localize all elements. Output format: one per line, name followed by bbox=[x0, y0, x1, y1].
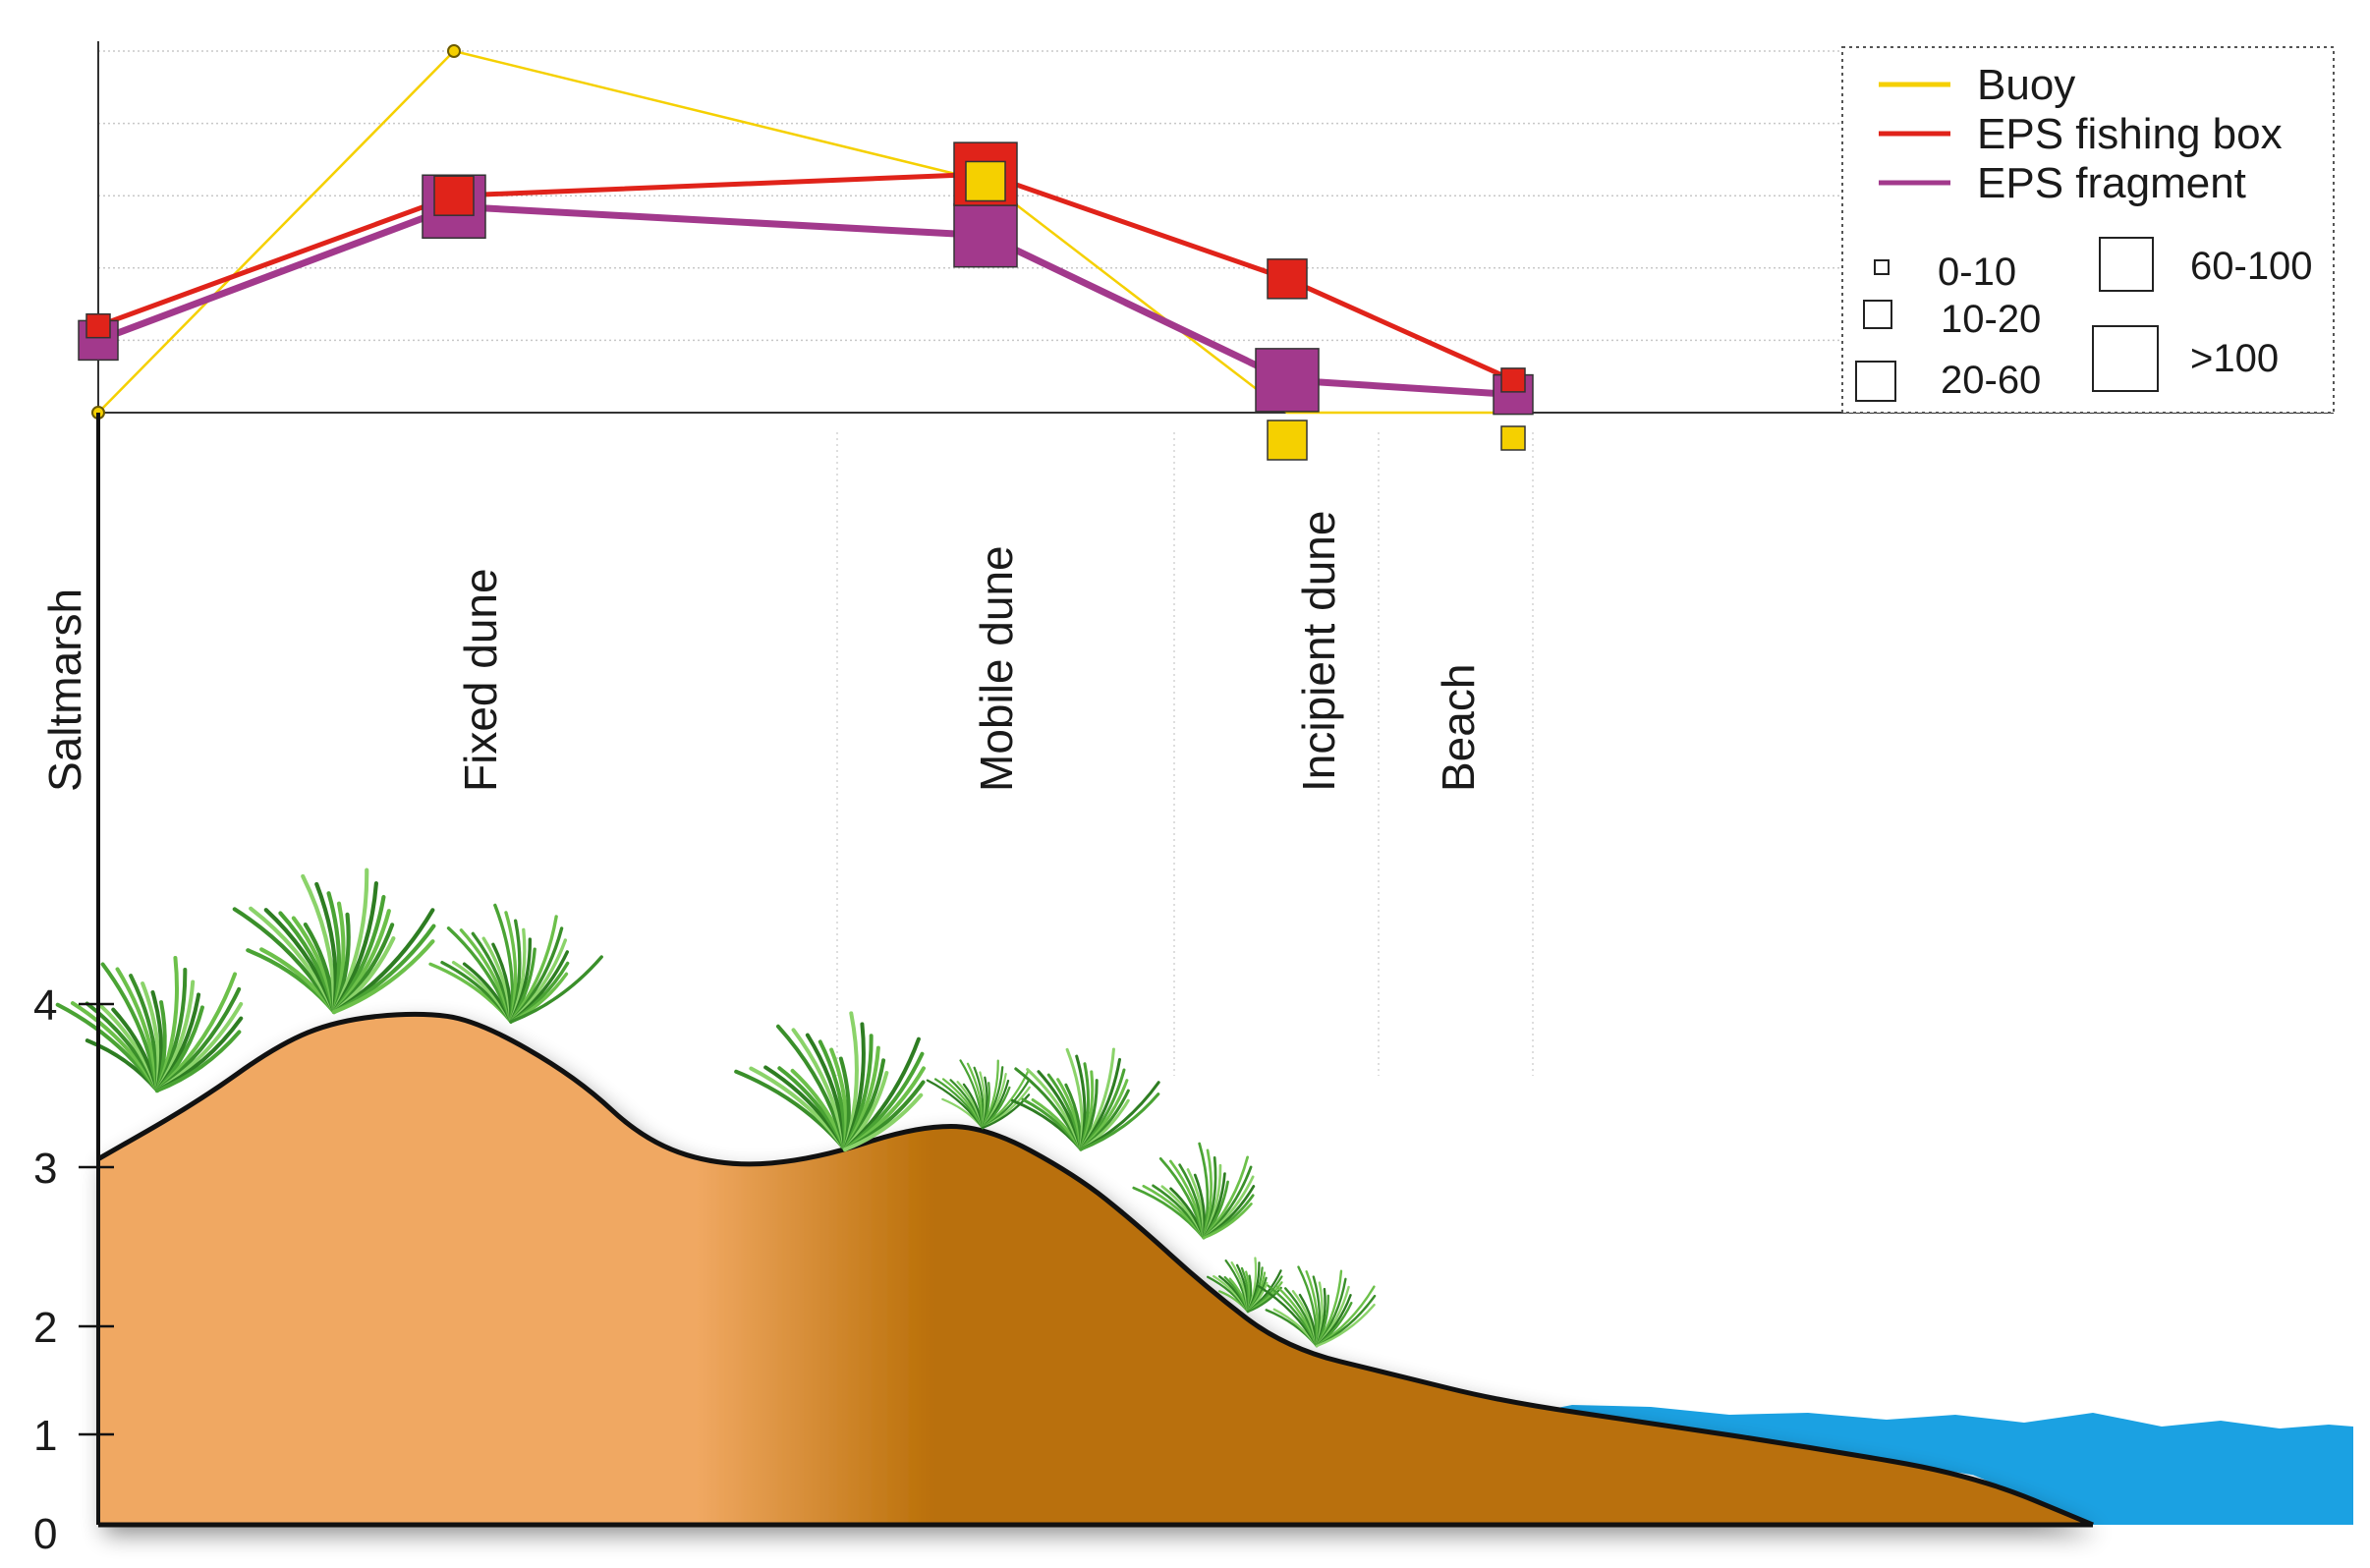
zone-label-mobile-dune: Mobile dune bbox=[971, 545, 1022, 792]
series-markers bbox=[78, 44, 1534, 461]
zone-dividers bbox=[836, 432, 1534, 1076]
grass-blade bbox=[843, 1092, 924, 1151]
data-point-eps-fishing-box bbox=[85, 312, 111, 339]
legend-label-eps-fragment: EPS fragment bbox=[1977, 159, 2246, 207]
data-point-eps-fragment bbox=[1255, 348, 1320, 413]
grass-blade bbox=[1246, 1286, 1282, 1314]
dune-ground bbox=[98, 1014, 2093, 1525]
data-point-eps-fishing-box bbox=[1500, 367, 1526, 393]
y-tick-label: 0 bbox=[33, 1510, 57, 1558]
data-point-buoy bbox=[1267, 420, 1308, 461]
size-class-label: 0-10 bbox=[1938, 251, 2016, 294]
dune-outline bbox=[96, 1011, 2094, 1528]
grass-tuft bbox=[232, 868, 436, 1015]
y-tick-label: 2 bbox=[33, 1304, 57, 1352]
zone-label-beach: Beach bbox=[1433, 664, 1484, 792]
size-class-box bbox=[2099, 237, 2154, 292]
size-class-box bbox=[1855, 361, 1896, 402]
grass-tuft bbox=[1010, 1047, 1160, 1151]
grass-blade bbox=[1079, 1092, 1160, 1151]
zone-label-fixed-dune: Fixed dune bbox=[455, 568, 506, 792]
size-class-label: 20-60 bbox=[1941, 359, 2041, 402]
zone-label-saltmarsh: Saltmarsh bbox=[39, 588, 90, 792]
size-class-label: >100 bbox=[2190, 337, 2279, 380]
grass-blade bbox=[1315, 1303, 1376, 1348]
size-class-box bbox=[2092, 325, 2159, 392]
sea-water bbox=[1484, 1402, 2353, 1525]
grass-blade bbox=[509, 955, 603, 1024]
grass-blade bbox=[331, 939, 435, 1015]
grass-tuft bbox=[428, 903, 603, 1024]
elevation-profile: 0 1 2 3 4 bbox=[33, 413, 2353, 1558]
data-point-buoy bbox=[965, 160, 1006, 202]
grass-blade bbox=[981, 1093, 1031, 1130]
grass-tuft bbox=[55, 956, 244, 1092]
y-tick-label: 3 bbox=[33, 1145, 57, 1193]
size-class-box bbox=[1863, 300, 1892, 329]
size-class-box bbox=[1874, 259, 1890, 275]
zone-label-incipient-dune: Incipient dune bbox=[1293, 511, 1344, 792]
size-class-label: 10-20 bbox=[1941, 298, 2041, 341]
data-point-eps-fishing-box bbox=[1267, 258, 1308, 300]
grass-tuft bbox=[734, 1011, 926, 1151]
grass-blade bbox=[1202, 1203, 1253, 1240]
data-point-eps-fragment bbox=[953, 202, 1018, 268]
legend-label-buoy: Buoy bbox=[1977, 61, 2075, 109]
legend-frame bbox=[1841, 46, 2335, 414]
grass-tuft bbox=[1206, 1257, 1283, 1314]
chart-gridlines bbox=[98, 50, 1842, 342]
data-point-eps-fishing-box bbox=[433, 175, 475, 216]
y-tick-label: 1 bbox=[33, 1412, 57, 1460]
grass-tuft bbox=[1257, 1265, 1377, 1348]
data-point-buoy bbox=[1500, 425, 1526, 451]
line-chart bbox=[78, 41, 2334, 1076]
zone-labels: Saltmarsh Fixed dune Mobile dune Incipient … bbox=[39, 511, 1484, 792]
profile-y-ticks: 0 1 2 3 4 bbox=[33, 981, 114, 1558]
data-point-buoy bbox=[447, 44, 461, 58]
grass-blade bbox=[155, 1030, 242, 1092]
y-tick-label: 4 bbox=[33, 981, 57, 1030]
grass-tuft bbox=[926, 1059, 1031, 1130]
legend-label-eps-fishing-box: EPS fishing box bbox=[1977, 110, 2283, 158]
grass-tuft bbox=[1132, 1142, 1256, 1240]
dune-vegetation bbox=[55, 868, 1377, 1348]
size-class-label: 60-100 bbox=[2190, 245, 2313, 288]
